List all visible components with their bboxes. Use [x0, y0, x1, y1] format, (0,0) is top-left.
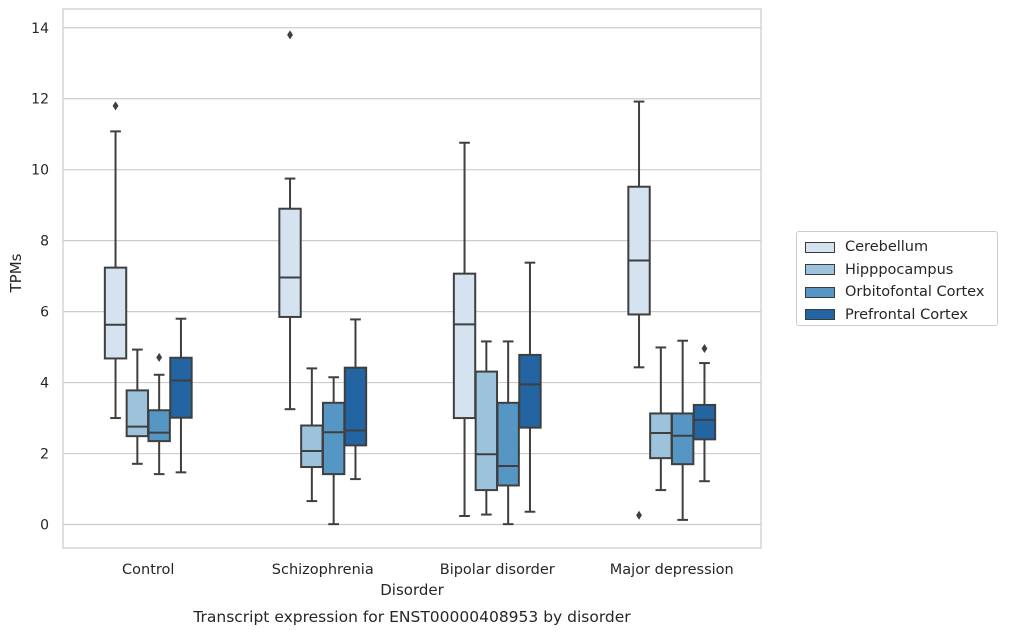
box-body — [147, 409, 171, 443]
box-body — [496, 401, 520, 487]
box-1-2 — [474, 340, 499, 516]
chart-caption: Transcript expression for ENST0000040895… — [192, 608, 631, 626]
legend-label: Cerebellum — [845, 239, 929, 256]
legend-swatch-prefrontal-cortex — [805, 309, 835, 321]
box-3-1 — [343, 318, 368, 481]
outlier-point — [112, 101, 119, 111]
box-body — [452, 272, 477, 420]
box-1-1 — [300, 367, 324, 503]
x-tick-label: Schizophrenia — [272, 562, 374, 578]
legend-item-orbitofontal-cortex: Orbitofontal Cortex — [805, 281, 997, 304]
box-body — [518, 353, 542, 429]
y-tick-label: 6 — [40, 305, 49, 321]
box-body — [670, 412, 695, 466]
plot-area — [63, 9, 761, 548]
box-3-2 — [518, 261, 542, 513]
legend-item-hipppocampus: Hipppocampus — [805, 259, 997, 282]
x-axis-label: Disorder — [380, 581, 444, 599]
box-body — [321, 401, 346, 476]
legend: Cerebellum Hipppocampus Orbitofontal Cor… — [796, 231, 998, 326]
legend-swatch-cerebellum — [805, 241, 835, 253]
y-tick-label: 8 — [40, 234, 49, 250]
box-body — [103, 266, 128, 360]
box-3-3 — [692, 344, 717, 483]
box-body — [692, 403, 717, 441]
outlier-point — [156, 352, 163, 362]
legend-label: Orbitofontal Cortex — [845, 284, 985, 301]
y-tick-label: 0 — [40, 518, 49, 534]
box-2-2 — [496, 340, 520, 526]
box-2-0 — [147, 352, 171, 476]
plot-frame — [62, 8, 762, 549]
x-tick-label: Bipolar disorder — [440, 562, 555, 578]
box-0-3 — [627, 100, 651, 520]
box-0-0 — [103, 101, 128, 420]
y-tick-label: 14 — [31, 21, 49, 37]
y-tick-label: 2 — [40, 447, 49, 463]
box-body — [474, 370, 499, 492]
legend-swatch-hipppocampus — [805, 264, 835, 276]
legend-item-prefrontal-cortex: Prefrontal Cortex — [805, 304, 997, 327]
box-0-2 — [452, 141, 477, 517]
legend-item-cerebellum: Cerebellum — [805, 236, 997, 259]
x-axis-ticks: Control Schizophrenia Bipolar disorder Majo… — [122, 562, 734, 578]
y-tick-label: 4 — [40, 376, 49, 392]
y-tick-label: 10 — [31, 163, 49, 179]
box-body — [627, 185, 651, 316]
legend-swatch-orbitofontal-cortex — [805, 286, 835, 298]
y-axis-ticks: 0 2 4 6 8 10 12 14 — [31, 21, 49, 534]
legend-label: Prefrontal Cortex — [845, 306, 968, 323]
x-tick-label: Major depression — [610, 562, 734, 578]
outlier-point — [287, 30, 293, 40]
box-0-1 — [278, 30, 302, 411]
outlier-point — [701, 344, 708, 354]
y-axis-label: TPMs — [7, 253, 25, 293]
box-body — [300, 424, 324, 469]
box-body — [278, 207, 302, 318]
outlier-point — [636, 510, 642, 520]
boxes-group — [103, 30, 717, 526]
y-tick-label: 12 — [31, 92, 49, 108]
box-body — [125, 389, 150, 438]
box-body — [649, 412, 673, 460]
box-body — [169, 356, 193, 419]
box-3-0 — [169, 317, 193, 474]
legend-label: Hipppocampus — [845, 261, 954, 278]
box-body — [343, 366, 368, 447]
x-tick-label: Control — [122, 562, 174, 578]
